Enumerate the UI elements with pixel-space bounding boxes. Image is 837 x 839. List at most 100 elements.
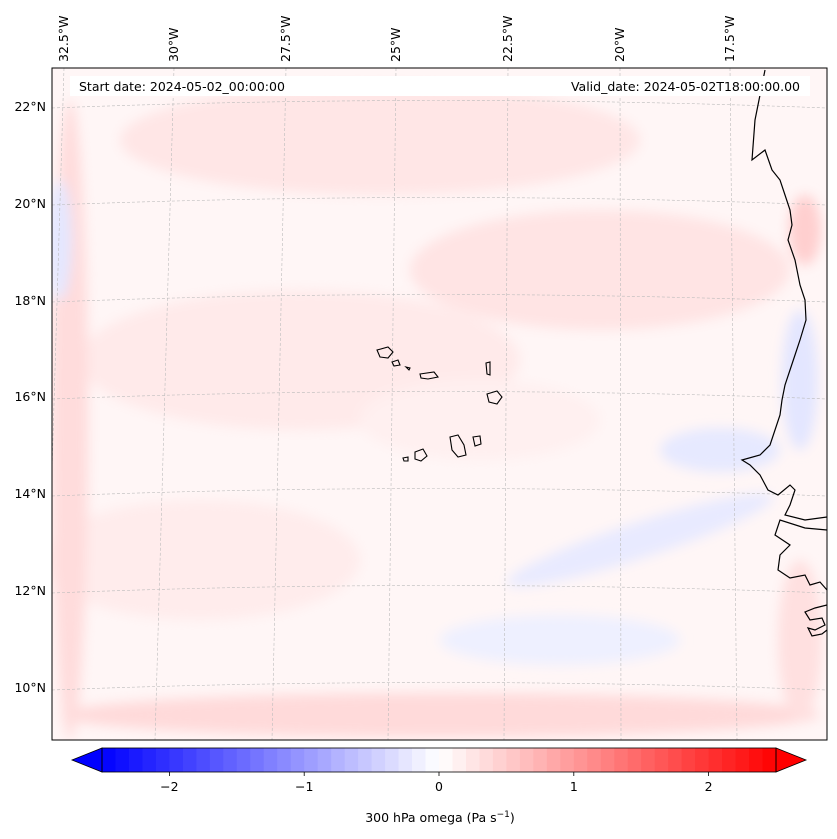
colorbar-steps: [102, 748, 777, 772]
field-patch: [60, 693, 820, 737]
gridline-lat: [52, 197, 827, 206]
colorbar-step: [115, 748, 130, 772]
lon-label: 32.5°W: [56, 16, 71, 62]
lon-label: 17.5°W: [722, 16, 737, 62]
colorbar-step: [749, 748, 764, 772]
colorbar-step: [722, 748, 737, 772]
colorbar-step: [304, 748, 319, 772]
colorbar-step: [533, 748, 548, 772]
lat-label: 10°N: [14, 680, 46, 695]
colorbar-step: [506, 748, 521, 772]
omega-field: [52, 68, 827, 740]
lon-label: 30°W: [166, 27, 181, 62]
colorbar-label: 300 hPa omega (Pa s−1): [365, 810, 515, 825]
colorbar-step: [439, 748, 454, 772]
africa-coastline: [740, 69, 827, 637]
colorbar-step: [223, 748, 238, 772]
island-santa-luzia: [404, 365, 411, 371]
field-patch: [52, 180, 72, 300]
colorbar-step: [519, 748, 534, 772]
colorbar-step: [412, 748, 427, 772]
colorbar-step: [371, 748, 386, 772]
lon-label: 22.5°W: [500, 16, 515, 62]
colorbar-step: [708, 748, 723, 772]
gridline-lon: [729, 68, 738, 740]
colorbar-ticks: −2 −1 0 1 2: [160, 772, 713, 794]
gridline-lon: [619, 68, 622, 740]
colorbar-step: [250, 748, 265, 772]
colorbar-step: [560, 748, 575, 772]
gridline-lat: [52, 585, 827, 594]
island-sao-vicente: [391, 359, 401, 367]
island-santo-antao: [376, 346, 394, 359]
gridline-lat: [52, 100, 827, 109]
colorbar-step: [263, 748, 278, 772]
field-patch: [410, 210, 790, 330]
gridline-lon: [503, 68, 509, 740]
gridline-lat: [52, 391, 827, 400]
gridline-lat: [52, 488, 827, 497]
cape-verde-islands: [376, 346, 503, 462]
field-patch: [660, 428, 780, 472]
colorbar-step: [155, 748, 170, 772]
lon-label: 25°W: [388, 27, 403, 62]
lon-label: 20°W: [612, 27, 627, 62]
field-patch: [360, 380, 600, 460]
colorbar-tick-label: 0: [435, 779, 443, 794]
lat-label: 18°N: [14, 293, 46, 308]
gridline-lat: [52, 682, 827, 691]
gridline-lon: [154, 68, 175, 740]
colorbar-step: [546, 748, 561, 772]
longitude-labels: 32.5°W 30°W 27.5°W 25°W 22.5°W 20°W 17.5…: [56, 16, 737, 62]
colorbar-step: [290, 748, 305, 772]
colorbar-step: [209, 748, 224, 772]
colorbar-step: [102, 748, 117, 772]
colorbar-tick-label: 2: [705, 779, 713, 794]
field-patch: [789, 195, 821, 265]
gridline-lat: [52, 294, 827, 303]
lon-label: 27.5°W: [278, 16, 293, 62]
colorbar-step: [681, 748, 696, 772]
header-band: [70, 76, 810, 96]
gridline-lon: [271, 68, 287, 740]
colorbar-step: [182, 748, 197, 772]
colorbar-step: [735, 748, 750, 772]
lat-label: 20°N: [14, 196, 46, 211]
colorbar-step: [344, 748, 359, 772]
field-patch: [52, 500, 360, 620]
colorbar-step: [358, 748, 373, 772]
colorbar-step: [614, 748, 629, 772]
colorbar-min-extend: [70, 747, 103, 773]
colorbar-step: [762, 748, 777, 772]
gridline-lon: [387, 68, 397, 740]
colorbar-step: [331, 748, 346, 772]
lat-label: 14°N: [14, 486, 46, 501]
colorbar-step: [465, 748, 481, 772]
lat-label: 16°N: [14, 389, 46, 404]
field-patch: [120, 85, 640, 195]
colorbar-step: [492, 748, 507, 772]
colorbar-step: [398, 748, 413, 772]
colorbar-step: [452, 748, 467, 772]
colorbar-step: [385, 748, 400, 772]
colorbar-step: [277, 748, 292, 772]
colorbar-tick-label: 1: [570, 779, 578, 794]
latitude-labels: 22°N 20°N 18°N 16°N 14°N 12°N 10°N: [14, 99, 46, 695]
island-sal: [485, 361, 491, 376]
field-patch: [440, 615, 680, 665]
field-patch: [778, 560, 822, 720]
colorbar-step: [236, 748, 251, 772]
map-frame: [51, 67, 828, 741]
lat-label: 12°N: [14, 583, 46, 598]
colorbar-step: [573, 748, 588, 772]
colorbar: −2 −1 0 1 2 300 hPa omega (Pa s−1): [70, 747, 808, 825]
colorbar-step: [128, 748, 144, 772]
lat-label: 22°N: [14, 99, 46, 114]
colorbar-step: [600, 748, 615, 772]
colorbar-max-extend: [775, 747, 808, 773]
colorbar-step: [627, 748, 642, 772]
colorbar-step: [479, 748, 494, 772]
gridline-lon: [52, 68, 65, 482]
island-santiago: [449, 434, 467, 458]
